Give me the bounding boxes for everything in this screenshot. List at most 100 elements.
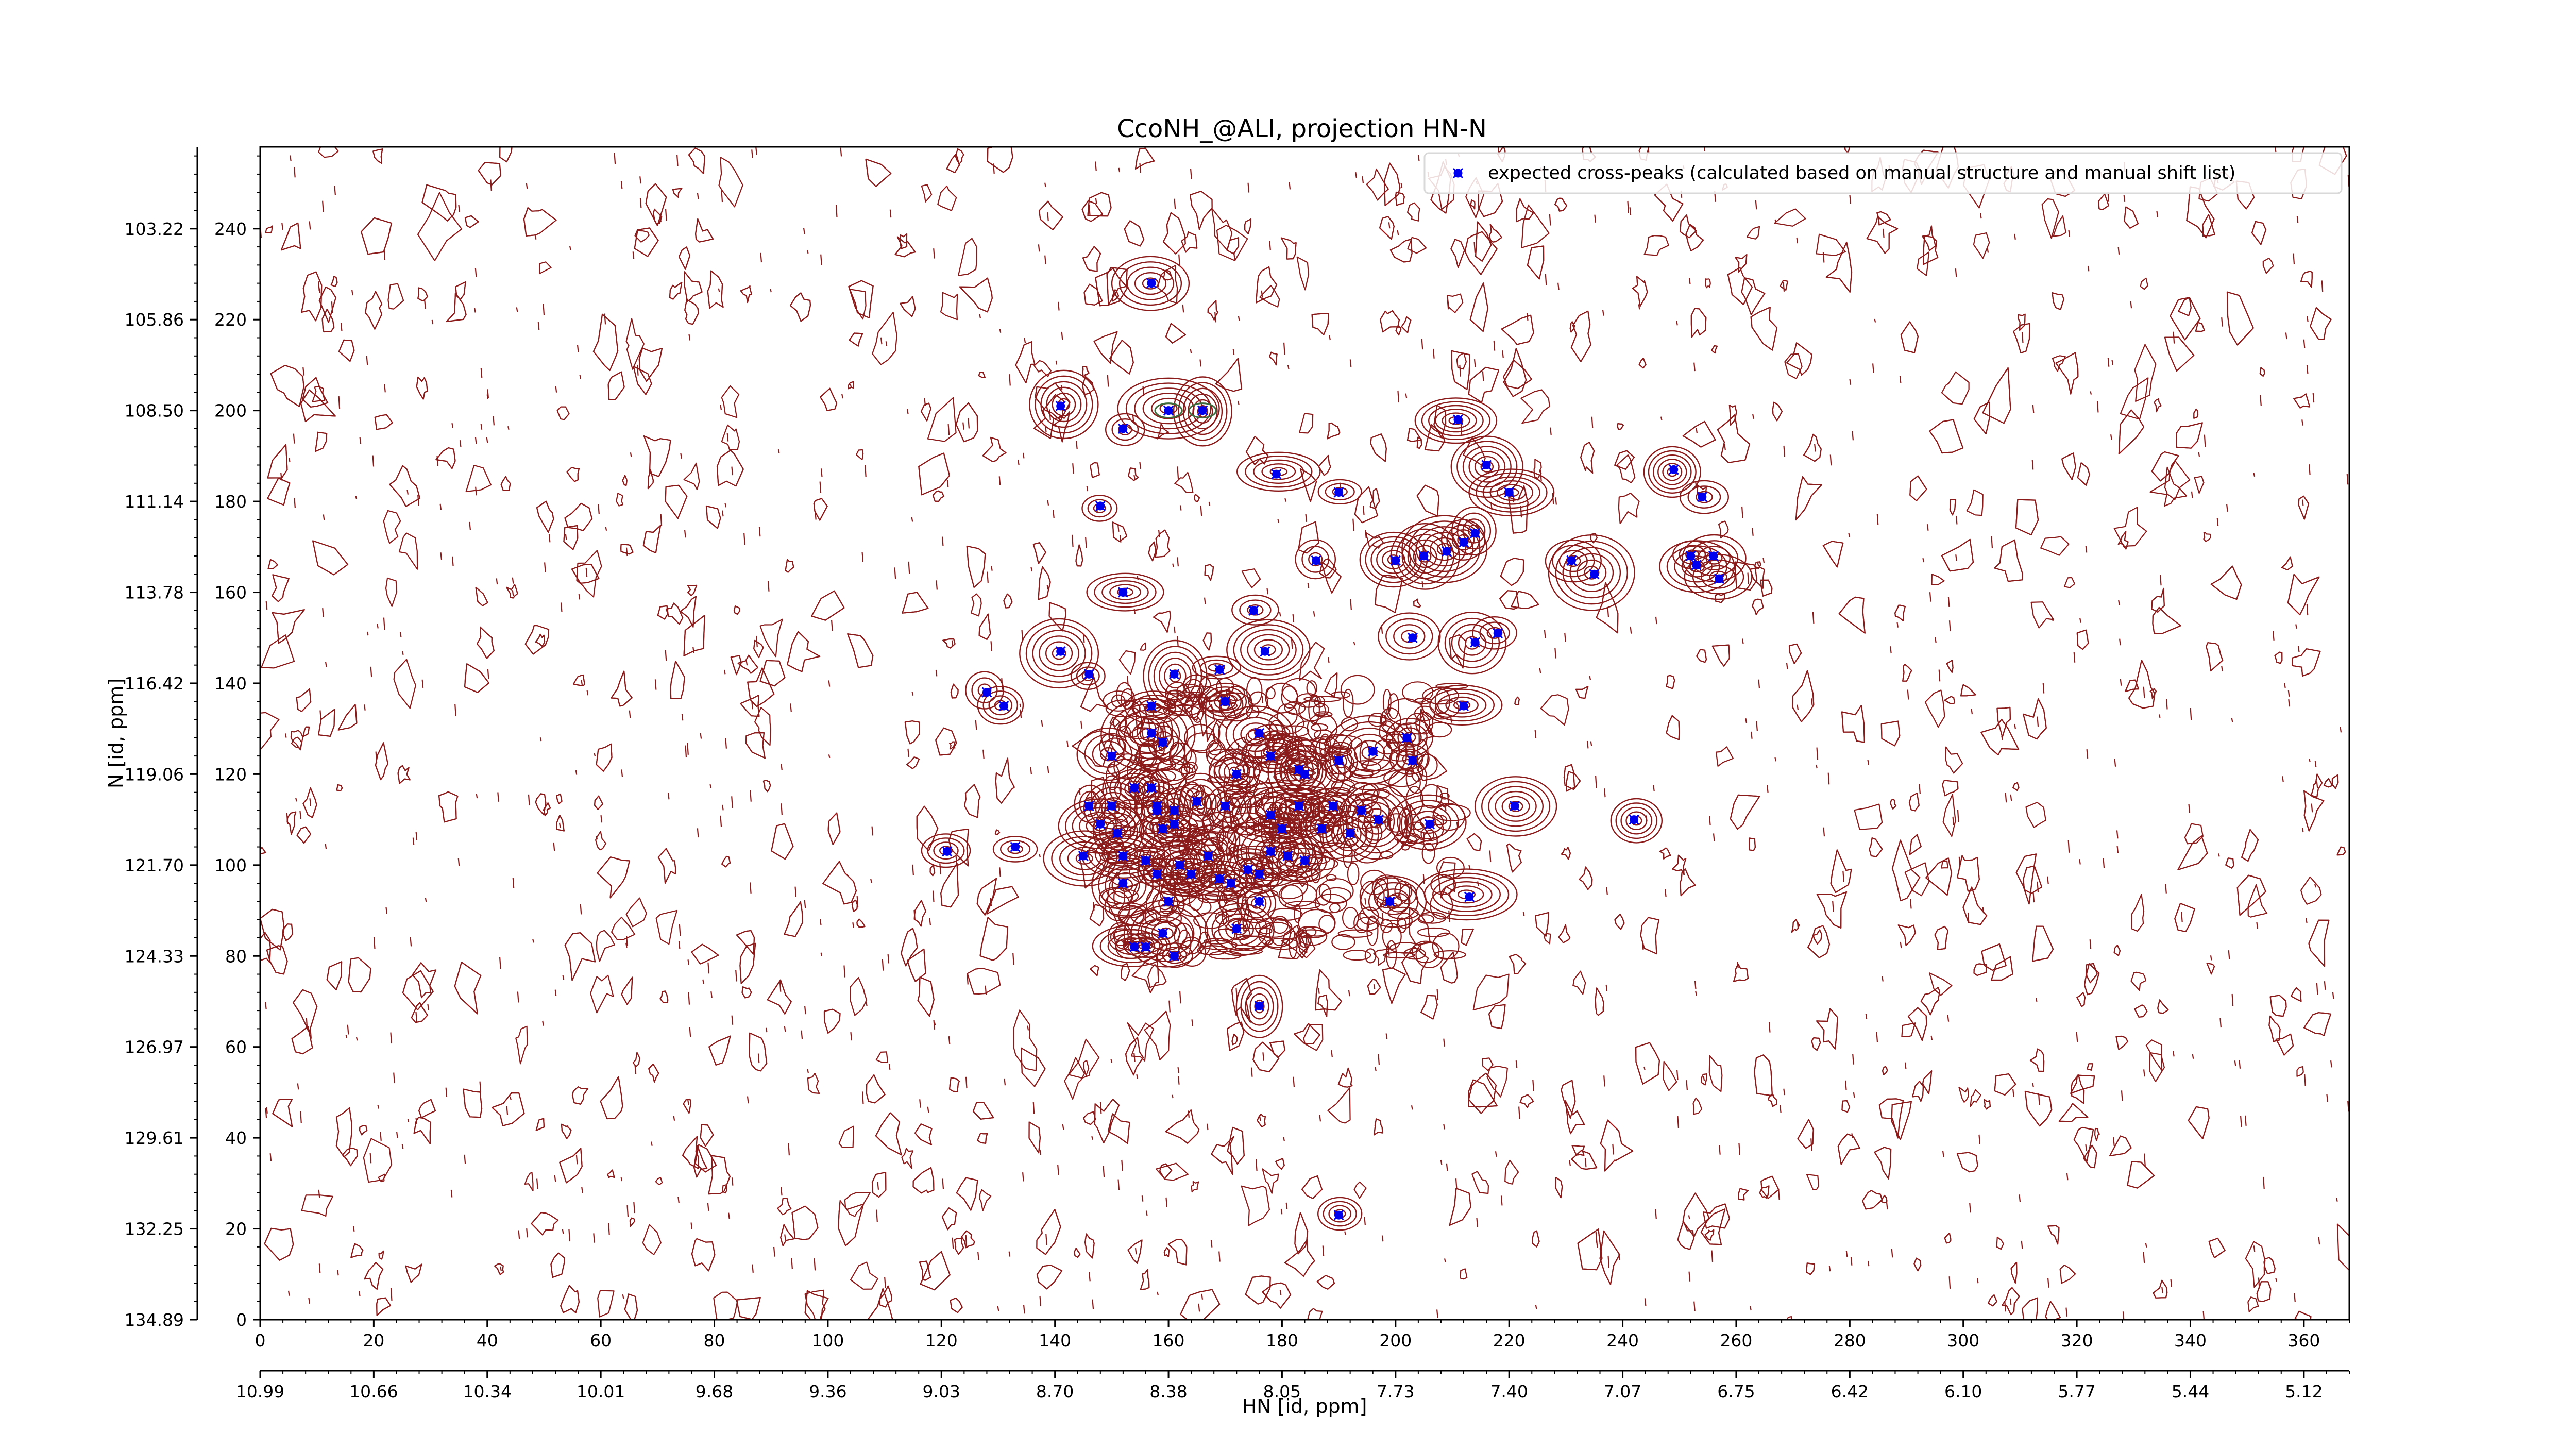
cross-peak-cross [1055,646,1066,657]
noise-contour [2083,963,2100,996]
cluster-contour [1422,686,1460,705]
noise-contour [1796,237,1799,244]
noise-contour [665,650,667,661]
noise-contour [1157,1291,1159,1296]
cluster-contour [1326,874,1337,882]
noise-contour [1680,868,1696,897]
noise-contour [1074,1248,1081,1258]
noise-contour [781,1187,783,1196]
noise-contour [1784,353,1803,379]
noise-contour [765,1027,768,1033]
noise-contour [614,153,616,165]
peak-contour [1245,987,1274,1026]
noise-contour [1374,1118,1383,1136]
noise-contour [1133,1053,1136,1062]
noise-contour [685,745,687,758]
noise-contour [743,533,745,545]
noise-contour [927,1106,929,1113]
noise-contour [579,375,582,379]
cluster-contour [1229,803,1267,829]
noise-contour [1589,676,1591,680]
noise-contour [991,565,993,571]
noise-contour [865,158,892,187]
peak-contour [1231,594,1279,626]
cluster-contour [1253,761,1287,784]
peak-contour [1408,520,1481,578]
peak-contour [1495,790,1537,822]
noise-contour [2311,773,2323,798]
noise-contour [1024,338,1026,343]
noise-contour [585,567,588,577]
cluster-contour [1179,766,1193,774]
noise-contour [480,424,483,430]
noise-contour [563,525,579,550]
noise-contour [1502,350,1504,358]
noise-contour [1033,360,1052,377]
noise-contour [267,477,291,506]
noise-contour [911,691,914,696]
noise-contour [934,1022,936,1026]
peak-contour [1674,550,1720,583]
noise-contour [2002,1287,2020,1316]
cluster-contour [1174,922,1194,949]
noise-contour [507,426,510,430]
noise-contour [326,961,343,991]
noise-contour [1139,462,1141,469]
cluster-contour [1366,915,1379,946]
noise-contour [1216,225,1248,261]
noise-contour [937,185,957,211]
noise-contour [2032,925,2054,962]
cross-peak-marker [1685,550,1696,562]
noise-contour [2297,646,2300,652]
noise-contour [1654,183,1684,222]
cluster-contour [1326,735,1363,750]
cross-peak-cross [1117,851,1128,862]
noise-contour [1178,1076,1180,1085]
noise-contour [1603,1075,1605,1087]
noise-contour [851,899,858,912]
noise-contour [958,238,977,276]
cluster-contour [1156,818,1177,845]
noise-contour [2314,761,2317,767]
noise-contour [1994,539,2023,582]
noise-contour [1660,416,1663,420]
cluster-contour [1330,691,1351,699]
noise-contour [716,449,744,487]
noise-contour [2301,499,2304,506]
noise-contour [1179,991,1181,1004]
noise-contour [1449,1188,1471,1226]
noise-contour [342,1148,358,1167]
x-ppm-tick-label: 5.77 [2058,1381,2095,1402]
noise-contour [1081,200,1104,222]
noise-contour [424,300,426,309]
noise-contour [1110,1059,1113,1063]
noise-contour [2107,358,2110,367]
noise-contour [749,1032,768,1072]
peak-contour [1245,456,1313,488]
noise-contour [512,577,514,584]
noise-contour [2143,1252,2145,1263]
noise-contour [1134,1248,1137,1255]
noise-contour [1118,650,1136,675]
cluster-contour [1140,919,1177,941]
noise-contours [260,147,2349,1320]
noise-contour [950,1297,963,1313]
noise-contour [1561,1080,1576,1119]
noise-contour [1572,970,1586,995]
noise-contour [861,1091,864,1104]
noise-contour [1301,1175,1323,1199]
noise-contour [871,826,874,836]
cross-peak-cross [1277,823,1287,834]
cluster-contour [1328,745,1351,755]
peak-contour [988,695,1013,716]
noise-contour [2035,998,2038,1002]
y-ppm-tick-label: 134.89 [125,1310,184,1330]
noise-contour [1569,1160,1571,1166]
cross-peak-marker [1356,805,1367,816]
peak-contour [1153,651,1197,701]
peak-contour [1684,553,1753,600]
noise-contour [737,654,758,674]
noise-contour [1584,1158,1587,1168]
noise-contour [393,659,416,709]
peak-contour [1482,476,1540,509]
